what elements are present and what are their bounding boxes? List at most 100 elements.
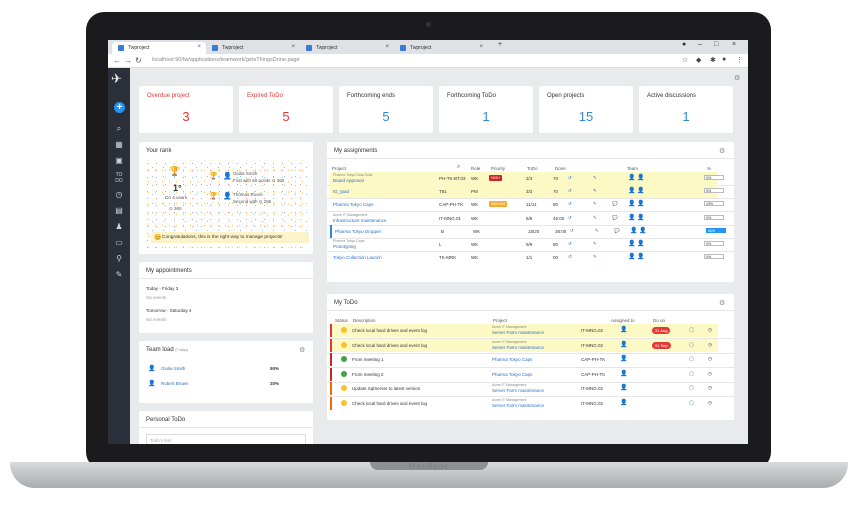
stat-open-projects[interactable]: Open projects 15 <box>539 86 633 133</box>
todo-description[interactable]: Check local hard drives and event log <box>352 328 428 333</box>
new-tab-button[interactable]: + <box>498 41 503 48</box>
chat-icon[interactable]: ◯ <box>689 385 695 391</box>
timer-icon[interactable]: ↺ <box>568 201 572 207</box>
timer-icon[interactable]: ↺ <box>568 214 572 220</box>
twproject-logo[interactable]: ✈ <box>111 71 122 86</box>
close-icon[interactable]: × <box>291 44 295 50</box>
stat-overdue-project[interactable]: Overdue project 3 <box>139 86 233 133</box>
chat-icon[interactable]: 💬 <box>612 201 618 207</box>
chat-icon[interactable]: 💬 <box>614 227 620 233</box>
chat-icon[interactable]: ◯ <box>689 341 695 347</box>
add-icon[interactable]: + <box>114 102 125 113</box>
clock-icon[interactable]: ◷ <box>708 385 712 391</box>
browser-tab[interactable]: Twproject × <box>112 42 206 54</box>
timer-icon[interactable]: ↺ <box>568 175 572 180</box>
chat-icon[interactable]: 💬 <box>612 214 618 220</box>
clock-icon[interactable]: ◷ <box>708 370 712 376</box>
todo-description[interactable]: From meeting 2 <box>352 371 384 377</box>
worklog-icon[interactable]: ✎ <box>593 254 597 260</box>
timer-icon[interactable]: ↺ <box>570 227 574 233</box>
search-icon[interactable]: ⌕ <box>457 164 461 170</box>
dashboard-icon[interactable]: ▦ <box>115 140 123 149</box>
assignment-row[interactable]: Pharma Tokyo Caps Prototyping L WK 9/9 80 ↺ ✎ 👤 … <box>330 238 724 251</box>
reload-icon[interactable]: ↻ <box>135 56 142 65</box>
status-dot-icon[interactable] <box>341 341 347 348</box>
assignment-row[interactable]: Pharma Tokyo Dropper B WK 18/20 38:00 ↺ ✎ 💬 👤 👤 6… <box>330 224 726 238</box>
timesheet-icon[interactable]: ◷ <box>115 190 123 199</box>
calendar-icon[interactable]: ▤ <box>115 206 123 215</box>
browser-tab[interactable]: Twproject × <box>206 42 300 54</box>
gear-icon[interactable]: ⚙ <box>299 347 306 354</box>
gear-icon[interactable]: ⚙ <box>734 75 741 82</box>
assignment-name[interactable]: Pharma Tokyo Caps <box>333 202 374 208</box>
star-icon[interactable]: ☆ <box>682 57 689 64</box>
todo-project[interactable]: Pharma Tokyo Caps <box>492 357 533 363</box>
browser-tab[interactable]: Twproject × <box>394 42 488 54</box>
menu-icon[interactable]: ⋮ <box>736 57 743 64</box>
todo-project[interactable]: Pharma Tokyo Caps <box>492 371 533 377</box>
assignment-name[interactable]: Infrastructure maintenance <box>333 217 387 223</box>
stat-active-discussions[interactable]: Active discussions 1 <box>639 86 733 133</box>
minimize-icon[interactable]: – <box>698 41 702 48</box>
todo-row[interactable]: Check local hard drives and event log Acm… <box>330 397 718 410</box>
tags-icon[interactable]: ⚲ <box>116 254 122 263</box>
todo-description[interactable]: Update SqlServer to latest version <box>352 386 421 392</box>
stat-forthcoming-todo[interactable]: Forthcoming ToDo 1 <box>439 86 533 133</box>
assignment-row[interactable]: Pharma Tokyo Data Suite Board Approval PH-… <box>330 172 724 185</box>
status-dot-icon[interactable] <box>341 400 347 406</box>
personal-todo-input[interactable]: Todo's text <box>146 434 306 444</box>
status-dot-icon[interactable] <box>341 327 347 333</box>
extension-icon[interactable]: ◆ <box>696 57 702 64</box>
projects-icon[interactable]: ▣ <box>115 156 123 165</box>
team-member-link[interactable]: Robert Brown <box>161 381 189 386</box>
status-dot-icon[interactable] <box>341 385 347 392</box>
puzzle-icon[interactable]: ✱ <box>710 57 716 64</box>
assignment-name[interactable]: Prototyping <box>333 244 356 249</box>
status-dot-icon[interactable] <box>341 356 347 363</box>
assignment-row[interactable]: IG_Ipad T81 PM 3/3 70 ↺ ✎ 👤 👤 0% <box>330 185 724 199</box>
back-icon[interactable]: ← <box>113 56 121 65</box>
clock-icon[interactable]: ◷ <box>708 400 712 405</box>
profile-icon[interactable]: ● <box>682 41 687 48</box>
assignment-row[interactable]: Pharma Tokyo Caps CAP-PH-TK WK MEDIUM 11/11 8… <box>330 198 724 211</box>
close-window-icon[interactable]: × <box>732 41 737 48</box>
chat-icon[interactable]: ◯ <box>689 356 695 362</box>
avatar-icon[interactable]: ● <box>722 56 727 63</box>
stat-forthcoming-ends[interactable]: Forthcoming ends 5 <box>339 86 433 133</box>
todo-description[interactable]: Check local hard drives and event log <box>352 401 428 406</box>
team-member-link[interactable]: Giulia Smith <box>161 366 186 371</box>
clock-icon[interactable]: ◷ <box>708 327 712 332</box>
assignment-name[interactable]: Pharma Tokyo Dropper <box>335 228 382 234</box>
clock-icon[interactable]: ◷ <box>708 356 712 362</box>
worklog-icon[interactable]: ✎ <box>593 241 597 246</box>
todo-project[interactable]: Server Farm maintenance <box>492 388 545 394</box>
forward-icon[interactable]: → <box>124 56 132 65</box>
chat-icon[interactable]: ◯ <box>689 370 695 376</box>
assignment-name[interactable]: Board Approval <box>333 178 364 183</box>
todo-project[interactable]: Server Farm maintenance <box>492 344 545 350</box>
close-icon[interactable]: × <box>479 44 483 50</box>
assignment-name[interactable]: IG_Ipad <box>333 189 350 195</box>
maximize-icon[interactable]: □ <box>714 41 719 48</box>
todo-row[interactable]: Update SqlServer to latest version Acme I… <box>330 382 718 396</box>
worklog-icon[interactable]: ✎ <box>593 214 597 220</box>
todo-description[interactable]: Check local hard drives and event log <box>352 342 428 348</box>
worklog-icon[interactable]: ✎ <box>593 175 597 180</box>
todo-row[interactable]: Check local hard drives and event log Acm… <box>330 338 718 352</box>
browser-tab[interactable]: Twproject × <box>300 42 394 54</box>
chat-icon[interactable]: ◯ <box>689 327 695 332</box>
worklog-icon[interactable]: ✎ <box>593 201 597 207</box>
close-icon[interactable]: × <box>385 44 389 50</box>
stat-expired-todo[interactable]: Expired ToDo 5 <box>239 86 333 133</box>
url-field[interactable]: localhost:90/tw/applications/teamwork/ge… <box>152 57 300 63</box>
documents-icon[interactable]: ▭ <box>115 238 123 247</box>
status-dot-icon[interactable] <box>341 370 347 377</box>
clock-icon[interactable]: ◷ <box>708 341 712 347</box>
timer-icon[interactable]: ↺ <box>568 254 572 260</box>
todo-row[interactable]: Check local hard drives and event log Acm… <box>330 324 718 337</box>
todo-icon[interactable]: TO DO <box>115 172 123 184</box>
timer-icon[interactable]: ↺ <box>568 188 572 194</box>
resources-icon[interactable]: ♟ <box>115 222 123 231</box>
tools-icon[interactable]: ✎ <box>115 270 123 279</box>
todo-description[interactable]: From meeting 1 <box>352 357 384 363</box>
